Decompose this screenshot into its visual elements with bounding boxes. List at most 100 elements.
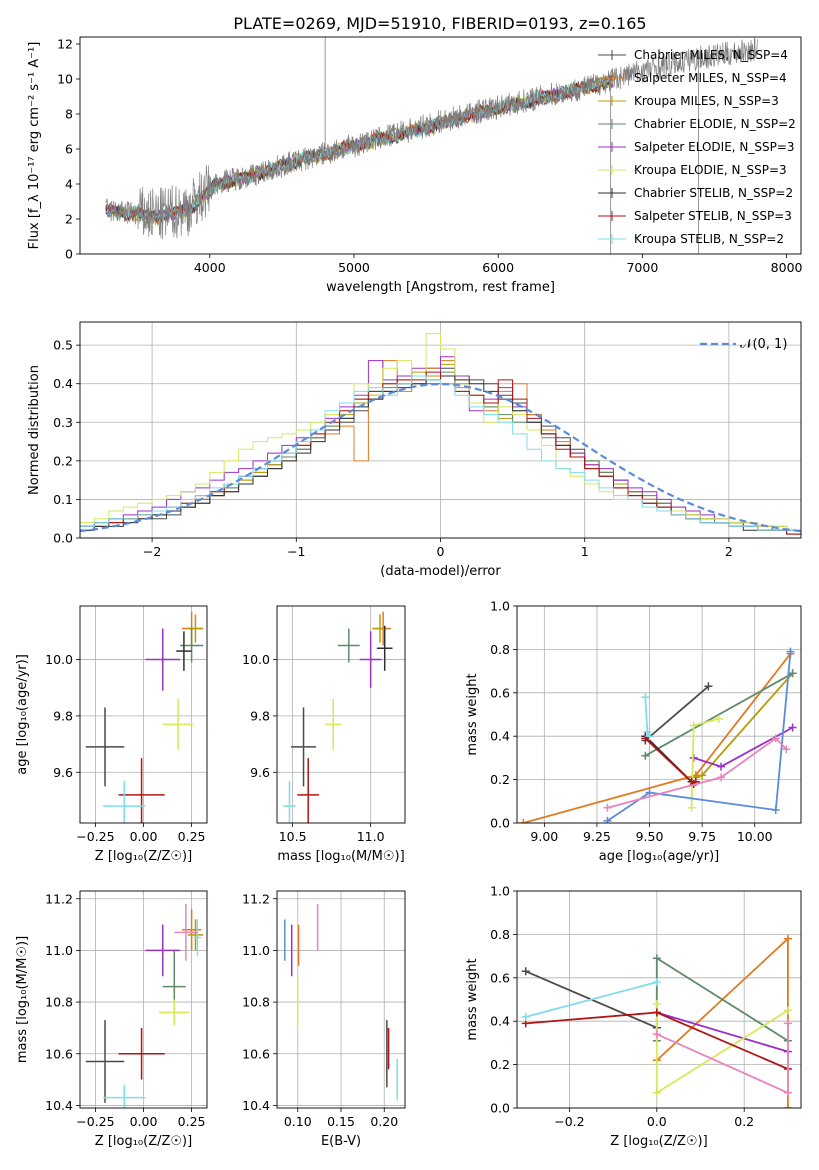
x-tick-label: 0.15 [327, 1114, 355, 1129]
x-tick-label: 1 [581, 544, 589, 559]
y-tick-label: 0.8 [490, 927, 510, 942]
x-tick-label: 0.25 [178, 829, 206, 844]
x-axis-label: age [log₁₀(age/yr)] [599, 849, 720, 864]
plus-marker [771, 805, 780, 814]
x-tick-label: 0.25 [178, 1114, 206, 1129]
y-tick-label: 1.0 [490, 884, 510, 899]
weight-line [607, 737, 787, 809]
plus-marker [689, 721, 698, 730]
plot-area [519, 647, 797, 823]
x-tick-label: 0 [437, 544, 445, 559]
axes-frame [276, 890, 406, 1109]
y-tick-label: 8 [65, 107, 73, 122]
x-tick-label: 10.00 [737, 829, 773, 844]
y-tick-label: 0.4 [490, 729, 510, 744]
y-tick-label: 10.0 [242, 652, 270, 667]
x-axis-label: Z [log₁₀(Z/Z☉)] [610, 1134, 707, 1149]
plus-marker [519, 819, 528, 823]
y-tick-label: 6 [65, 142, 73, 157]
plus-marker [771, 734, 780, 743]
y-tick-label: 0.2 [490, 1057, 510, 1072]
plus-marker [687, 803, 696, 812]
plus-marker [698, 771, 707, 780]
weight-line [644, 685, 709, 742]
y-tick-label: 10.4 [45, 1098, 73, 1113]
plus-marker [652, 1030, 661, 1039]
x-tick-label: −1 [287, 544, 305, 559]
panel-spectrum: 4000 5000 6000 7000 8000 0 2 4 6 8 10 12 wavelength … [27, 37, 803, 296]
x-tick-label: 4000 [194, 260, 226, 275]
panel-age-vs-Z: −0.25 0.00 0.25 9.6 9.8 10.0 Z [log₁₀(Z/Z☉)] ag… [15, 605, 208, 864]
weight-line [644, 672, 794, 757]
y-tick-label: 0.3 [53, 415, 73, 430]
legend-entry: Salpeter ELODIE, N_SSP=3 [634, 140, 795, 154]
x-tick-label: 11.0 [357, 829, 385, 844]
y-tick-label: 9.6 [250, 765, 270, 780]
y-tick-label: 11.0 [45, 943, 73, 958]
plus-marker [652, 978, 661, 987]
legend-entry: Kroupa MILES, N_SSP=3 [634, 94, 779, 108]
y-tick-label: 4 [65, 177, 73, 192]
y-tick-label: 9.8 [250, 708, 270, 723]
plus-marker [521, 967, 530, 976]
plus-marker [714, 714, 723, 723]
legend-entry: Kroupa ELODIE, N_SSP=3 [634, 163, 787, 177]
y-tick-label: 0.0 [53, 531, 73, 546]
x-tick-label: 9.00 [530, 829, 558, 844]
weight-line [525, 981, 658, 1018]
x-tick-label: 5000 [338, 260, 370, 275]
axes-frame [516, 890, 802, 1109]
y-tick-label: 10.8 [242, 995, 270, 1010]
x-axis-label: (data-model)/error [380, 564, 501, 579]
y-tick-label: 1.0 [490, 599, 510, 614]
plus-marker [652, 1008, 661, 1017]
plus-marker [788, 723, 797, 732]
legend-entry: Kroupa STELIB, N_SSP=2 [634, 232, 784, 246]
panel-mass-vs-Z: −0.25 0.00 0.25 10.4 10.6 10.8 11.0 11.2 Z [log₁… [15, 890, 208, 1149]
x-tick-label: 9.75 [688, 829, 716, 844]
legend-entry: Chabrier STELIB, N_SSP=2 [634, 186, 793, 200]
y-tick-label: 0.4 [490, 1014, 510, 1029]
plus-marker [641, 693, 650, 702]
legend-entry: Chabrier MILES, N_SSP=4 [634, 48, 788, 62]
y-axis-label: mass weight [465, 673, 480, 755]
plus-marker [641, 734, 650, 743]
x-tick-label: 0.10 [284, 1114, 312, 1129]
x-axis-label: wavelength [Angstrom, rest frame] [326, 280, 555, 295]
axes-frame [79, 890, 208, 1109]
y-tick-label: 11.2 [45, 891, 73, 906]
weight-line [656, 1011, 789, 1053]
y-tick-label: 0.1 [53, 492, 73, 507]
plus-marker [652, 954, 661, 963]
weight-line [655, 1003, 789, 1095]
x-tick-label: −2 [143, 544, 161, 559]
panel-mass-vs-ebv: 0.10 0.15 0.20 10.4 10.6 10.8 11.0 11.2 E(B-V) [242, 890, 406, 1149]
legend-entry: Salpeter STELIB, N_SSP=3 [634, 209, 792, 223]
plus-marker [783, 1088, 792, 1097]
x-tick-label: −0.2 [554, 1114, 584, 1129]
axes-frame [79, 605, 208, 824]
x-tick-label: 8000 [771, 260, 803, 275]
y-tick-label: 0.2 [490, 772, 510, 787]
x-tick-label: −0.25 [76, 1114, 114, 1129]
y-tick-label: 0.8 [490, 642, 510, 657]
y-tick-label: 0.4 [53, 376, 73, 391]
x-tick-label: 0.00 [130, 829, 158, 844]
y-tick-label: 0.0 [490, 816, 510, 831]
y-tick-label: 11.2 [242, 891, 270, 906]
axes-frame [79, 36, 802, 255]
x-axis-label: mass [log₁₀(M/M☉)] [277, 849, 404, 864]
x-tick-label: 0.0 [647, 1114, 667, 1129]
x-tick-label: 10.5 [279, 829, 307, 844]
plus-marker [645, 732, 654, 741]
x-tick-label: 0.20 [370, 1114, 398, 1129]
panel-age-vs-mass: 10.5 11.0 9.6 9.8 10.0 mass [log₁₀(M/M☉)] [242, 605, 406, 864]
weight-line [655, 956, 789, 1042]
axes-frame [276, 605, 406, 824]
y-tick-label: 0 [65, 247, 73, 262]
y-tick-label: 10.0 [45, 652, 73, 667]
y-tick-label: 0.6 [490, 970, 510, 985]
normal-curve [80, 382, 801, 533]
y-axis-label: Flux [f_λ 10⁻¹⁷ erg cm⁻² s⁻¹ A⁻¹] [27, 42, 42, 250]
